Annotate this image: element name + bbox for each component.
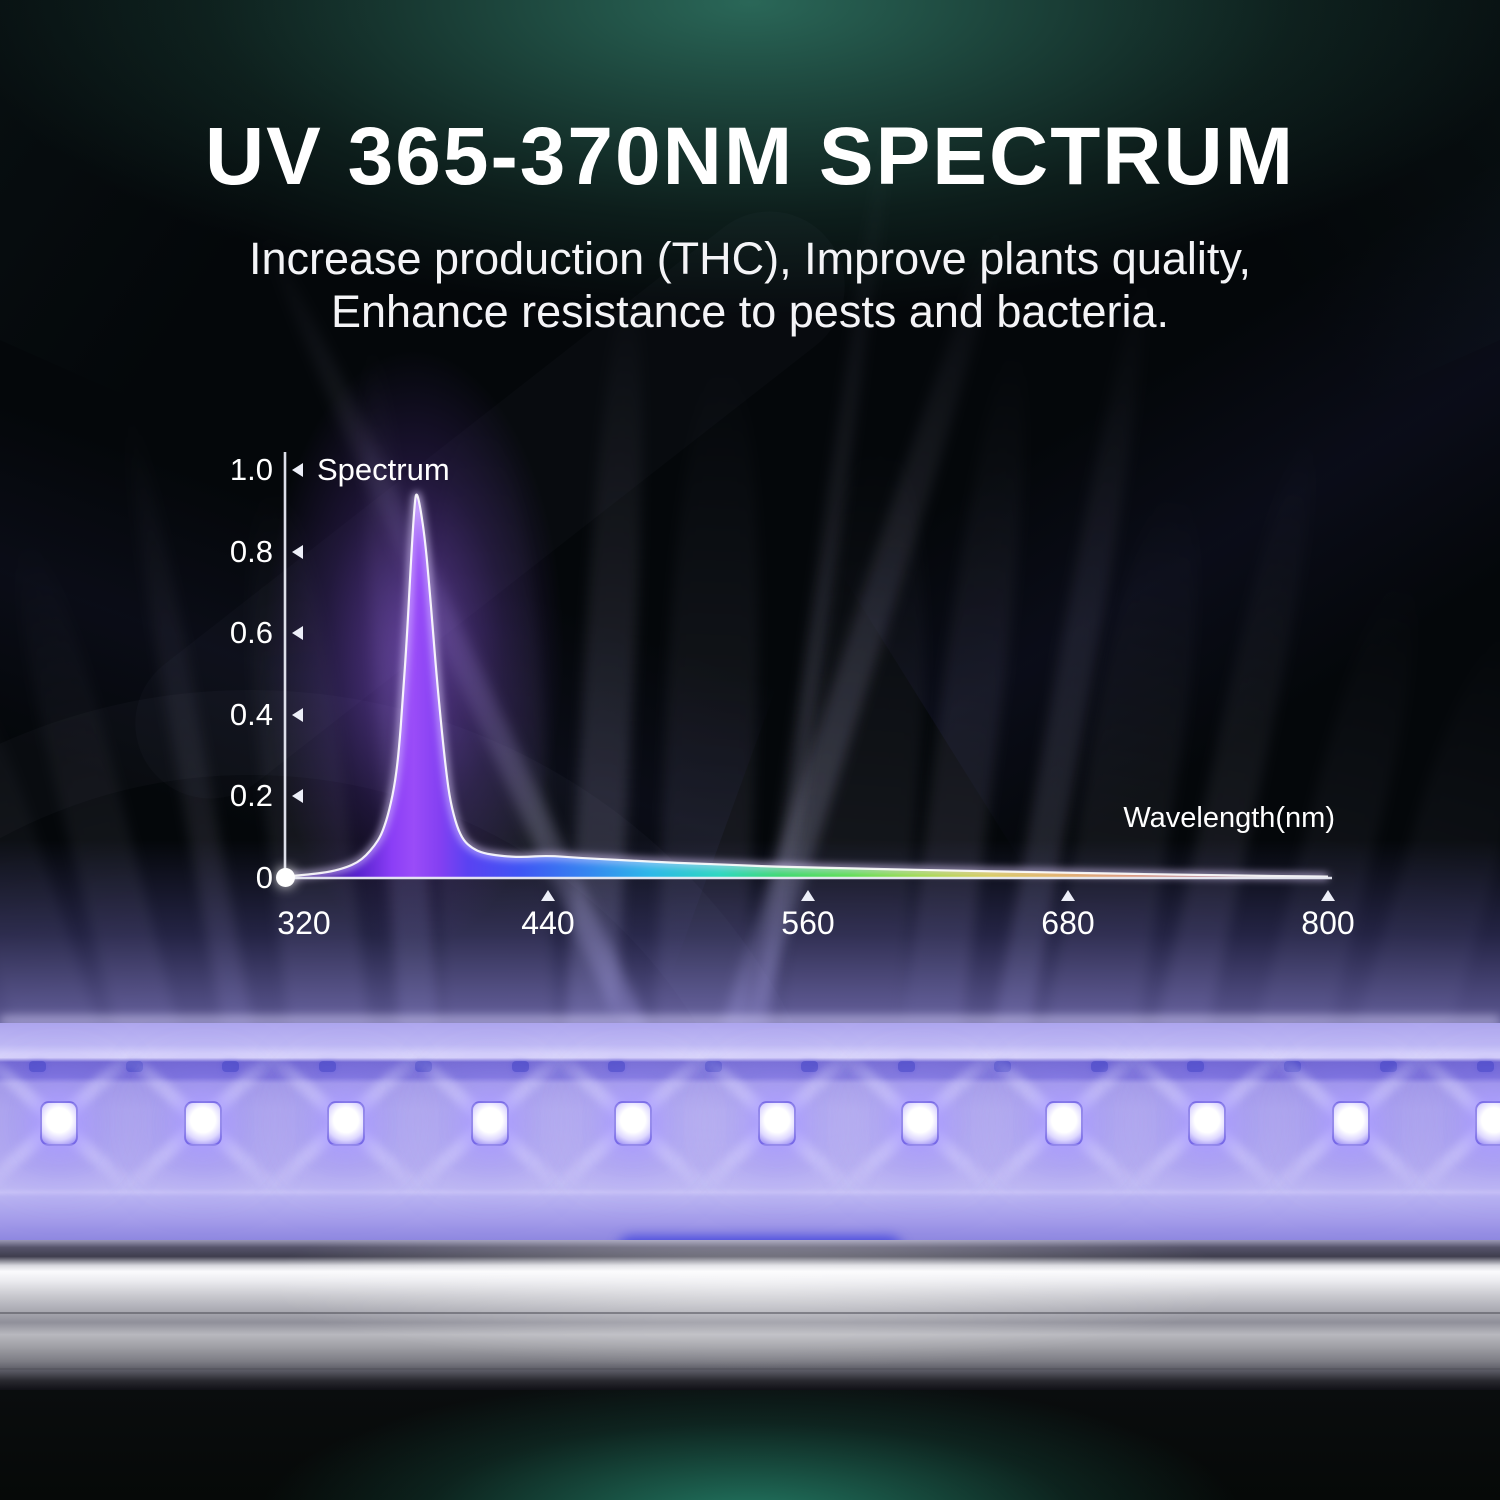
subtitle-line-1: Increase production (THC), Improve plant… <box>248 233 1252 284</box>
led-emitter <box>1239 1012 1459 1232</box>
led-emitter <box>521 1012 741 1232</box>
x-tick-marker <box>1061 890 1075 901</box>
bottom-shadow-teal <box>0 1390 1500 1500</box>
spectrum-curve <box>287 493 1329 878</box>
led-core <box>1331 1101 1370 1146</box>
unlit-diode <box>29 1061 46 1072</box>
heatsink-groove <box>0 1312 1500 1314</box>
led-core <box>183 1101 222 1146</box>
led-emitter <box>0 1012 167 1232</box>
heatsink-groove <box>0 1368 1500 1370</box>
led-emitter <box>1095 1012 1315 1232</box>
led-emitter <box>234 1012 454 1232</box>
led-core <box>1188 1101 1226 1146</box>
unlit-diode <box>897 1061 915 1072</box>
led-bar-body <box>0 1023 1500 1240</box>
x-tick-label: 440 <box>521 905 575 941</box>
led-emitter <box>952 1012 1172 1232</box>
page-subtitle: Increase production (THC), Improve plant… <box>0 233 1500 338</box>
y-tick-marker <box>292 463 303 477</box>
teal-top-glow <box>0 0 1500 560</box>
led-emitter <box>665 1012 885 1232</box>
y-tick-marker <box>292 789 303 804</box>
x-tick-marker <box>1321 890 1335 901</box>
x-tick-label: 680 <box>1041 905 1095 941</box>
led-core <box>470 1101 509 1146</box>
x-tick-label: 800 <box>1301 905 1355 941</box>
legend-label: Spectrum <box>317 452 450 487</box>
unlit-diode <box>608 1061 625 1072</box>
y-tick-label: 0.2 <box>229 778 273 814</box>
subtitle-line-2: Enhance resistance to pests and bacteria… <box>330 285 1169 337</box>
y-tick-label: 1.0 <box>229 452 273 487</box>
spectrum-area <box>288 494 1328 878</box>
unlit-diode <box>1476 1061 1494 1072</box>
y-tick-label: 0.6 <box>229 615 273 651</box>
led-core <box>901 1101 939 1146</box>
led-core <box>757 1101 796 1146</box>
x-tick-marker <box>801 890 815 901</box>
unlit-diode <box>511 1061 529 1072</box>
origin-dot <box>276 868 295 887</box>
x-tick-label: 560 <box>781 905 835 941</box>
page-title: UV 365-370NM SPECTRUM <box>204 111 1296 202</box>
bar-top-glow-line <box>0 1016 1500 1026</box>
unlit-diode <box>1187 1061 1204 1072</box>
unlit-diode <box>1090 1061 1108 1072</box>
y-tick-marker <box>292 626 303 641</box>
led-emitter <box>91 1012 311 1232</box>
unlit-diode <box>318 1061 336 1072</box>
y-tick-label: 0.8 <box>229 533 273 569</box>
led-emitter <box>378 1012 598 1232</box>
unlit-diode <box>222 1061 239 1072</box>
led-emitter <box>808 1012 1028 1232</box>
led-core <box>1044 1101 1083 1146</box>
x-tick-marker <box>541 890 555 901</box>
unlit-diode <box>1380 1061 1397 1072</box>
led-core <box>614 1101 652 1146</box>
led-emitter <box>1382 1012 1500 1232</box>
heatsink-metal <box>0 1240 1500 1390</box>
heatsink-highlight <box>0 1240 1500 1390</box>
x-tick-label: 320 <box>277 905 331 941</box>
led-core <box>327 1101 365 1146</box>
y-tick-marker <box>292 707 303 722</box>
led-core <box>1475 1101 1500 1146</box>
led-bar-sheen <box>0 1023 1500 1240</box>
y-tick-label: 0.4 <box>229 696 273 732</box>
y-tick-label: 0 <box>255 860 273 895</box>
y-tick-marker <box>292 544 303 559</box>
led-core <box>40 1101 78 1146</box>
x-axis-title: Wavelength(nm) <box>1123 802 1335 834</box>
unlit-diode <box>801 1061 818 1072</box>
